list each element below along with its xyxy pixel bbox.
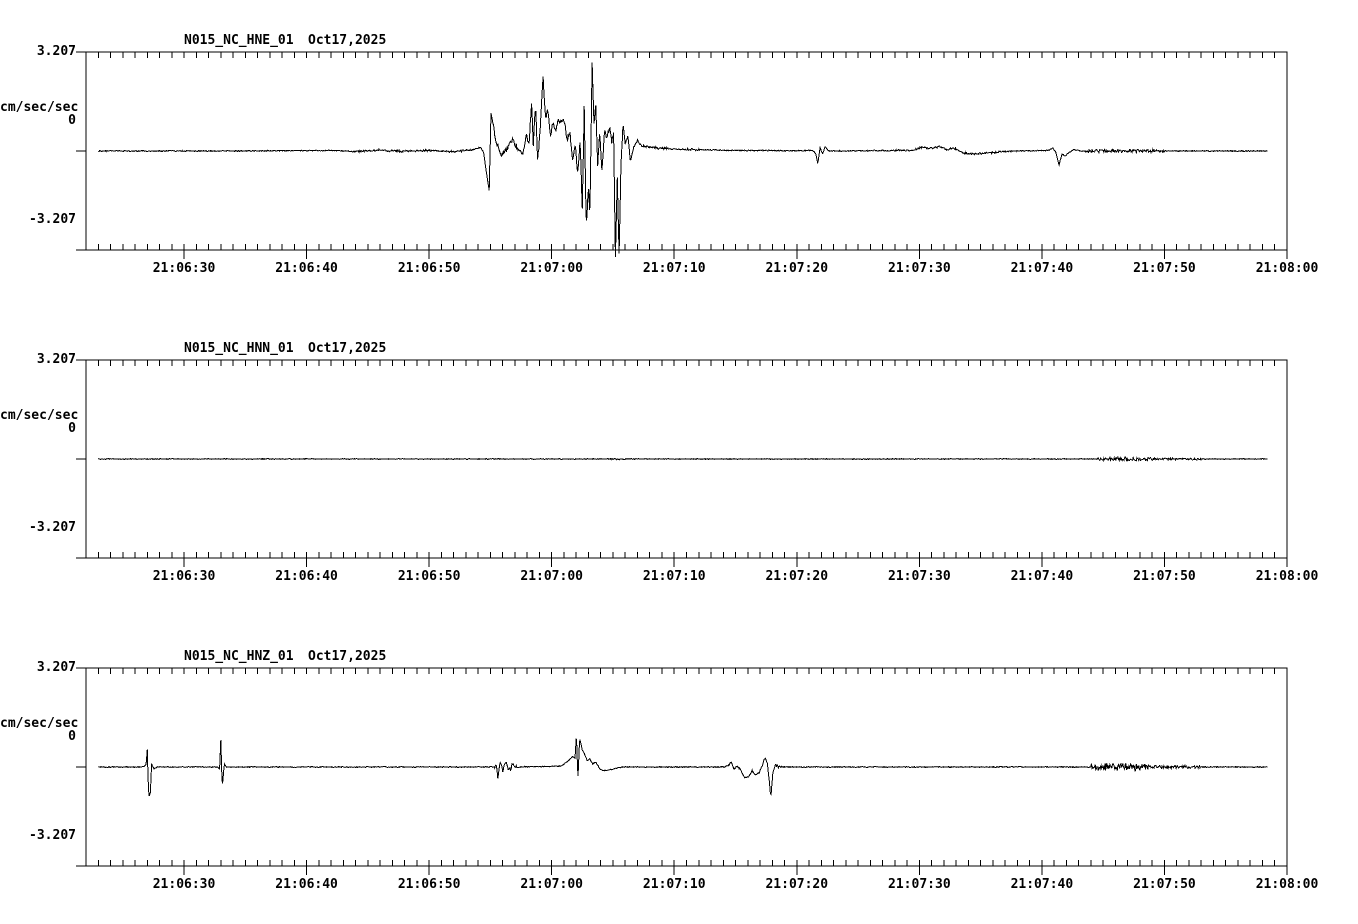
y-max-label: 3.207 bbox=[36, 44, 76, 59]
x-tick-label: 21:07:40 bbox=[1010, 569, 1074, 584]
x-tick-label: 21:07:20 bbox=[765, 877, 829, 892]
station-channel-label: N015_NC_HNN_01 bbox=[184, 341, 294, 356]
y-min-label: -3.207 bbox=[29, 520, 76, 535]
x-tick-label: 21:07:40 bbox=[1010, 877, 1074, 892]
x-tick-label: 21:07:00 bbox=[520, 877, 583, 892]
x-tick-label: 21:07:30 bbox=[888, 877, 951, 892]
y-zero-label: 0 bbox=[68, 729, 76, 744]
y-unit-label: cm/sec/sec bbox=[0, 716, 79, 731]
x-tick-label: 21:07:50 bbox=[1133, 877, 1196, 892]
x-tick-label: 21:07:50 bbox=[1133, 569, 1196, 584]
x-tick-label: 21:07:30 bbox=[888, 569, 951, 584]
y-zero-label: 0 bbox=[68, 421, 76, 436]
x-tick-label: 21:07:50 bbox=[1133, 261, 1196, 276]
x-tick-label: 21:06:50 bbox=[397, 569, 461, 584]
x-tick-label: 21:06:30 bbox=[152, 569, 216, 584]
x-tick-label: 21:07:20 bbox=[765, 261, 829, 276]
x-tick-label: 21:06:40 bbox=[275, 261, 338, 276]
y-axis-labels: 3.207 cm/sec/sec 0 -3.207 bbox=[0, 330, 79, 590]
x-tick-label: 21:08:00 bbox=[1255, 569, 1319, 584]
y-zero-label: 0 bbox=[68, 113, 76, 128]
x-tick-label: 21:07:30 bbox=[888, 261, 951, 276]
x-tick-label: 21:06:30 bbox=[152, 261, 216, 276]
chart-title: N015_NC_HNE_01 Oct17,2025 bbox=[0, 33, 1358, 48]
y-min-label: -3.207 bbox=[29, 828, 76, 843]
date-label: Oct17,2025 bbox=[308, 341, 387, 356]
waveform-trace-hnz bbox=[98, 738, 1268, 797]
x-tick-label: 21:06:40 bbox=[275, 877, 338, 892]
x-tick-label: 21:07:10 bbox=[642, 569, 706, 584]
x-tick-label: 21:07:00 bbox=[520, 261, 583, 276]
x-axis-labels: 21:06:30 21:06:40 21:06:50 21:07:00 21:07:10… bbox=[0, 570, 1358, 586]
date-label: Oct17,2025 bbox=[308, 649, 387, 664]
x-tick-label: 21:07:10 bbox=[642, 261, 706, 276]
x-tick-label: 21:06:50 bbox=[397, 261, 461, 276]
y-unit-label: cm/sec/sec bbox=[0, 408, 79, 423]
chart-title: N015_NC_HNN_01 Oct17,2025 bbox=[0, 341, 1358, 356]
x-tick-label: 21:08:00 bbox=[1255, 877, 1319, 892]
chart-panel-hne: N015_NC_HNE_01 Oct17,2025 3.207 cm/sec/s… bbox=[0, 22, 1358, 282]
waveform-trace-hnn bbox=[98, 455, 1268, 463]
y-max-label: 3.207 bbox=[36, 660, 76, 675]
x-tick-label: 21:06:30 bbox=[152, 877, 216, 892]
x-axis-labels: 21:06:30 21:06:40 21:06:50 21:07:00 21:07:10… bbox=[0, 878, 1358, 894]
y-min-label: -3.207 bbox=[29, 212, 76, 227]
y-axis-labels: 3.207 cm/sec/sec 0 -3.207 bbox=[0, 22, 79, 282]
x-tick-label: 21:07:40 bbox=[1010, 261, 1074, 276]
x-axis-labels: 21:06:30 21:06:40 21:06:50 21:07:00 21:07:10… bbox=[0, 262, 1358, 278]
chart-title: N015_NC_HNZ_01 Oct17,2025 bbox=[0, 649, 1358, 664]
x-tick-label: 21:06:50 bbox=[397, 877, 461, 892]
x-tick-label: 21:07:10 bbox=[642, 877, 706, 892]
plot-canvas-hnz bbox=[76, 667, 1288, 875]
station-channel-label: N015_NC_HNE_01 bbox=[184, 33, 294, 48]
chart-panel-hnn: N015_NC_HNN_01 Oct17,2025 3.207 cm/sec/s… bbox=[0, 330, 1358, 590]
x-tick-label: 21:08:00 bbox=[1255, 261, 1319, 276]
x-tick-label: 21:07:20 bbox=[765, 569, 829, 584]
waveform-trace-hne bbox=[98, 62, 1268, 257]
y-max-label: 3.207 bbox=[36, 352, 76, 367]
x-tick-label: 21:07:00 bbox=[520, 569, 583, 584]
y-axis-labels: 3.207 cm/sec/sec 0 -3.207 bbox=[0, 638, 79, 898]
x-tick-label: 21:06:40 bbox=[275, 569, 338, 584]
chart-panel-hnz: N015_NC_HNZ_01 Oct17,2025 3.207 cm/sec/s… bbox=[0, 638, 1358, 898]
station-channel-label: N015_NC_HNZ_01 bbox=[184, 649, 294, 664]
plot-canvas-hnn bbox=[76, 359, 1288, 567]
date-label: Oct17,2025 bbox=[308, 33, 387, 48]
y-unit-label: cm/sec/sec bbox=[0, 100, 79, 115]
plot-canvas-hne bbox=[76, 51, 1288, 259]
